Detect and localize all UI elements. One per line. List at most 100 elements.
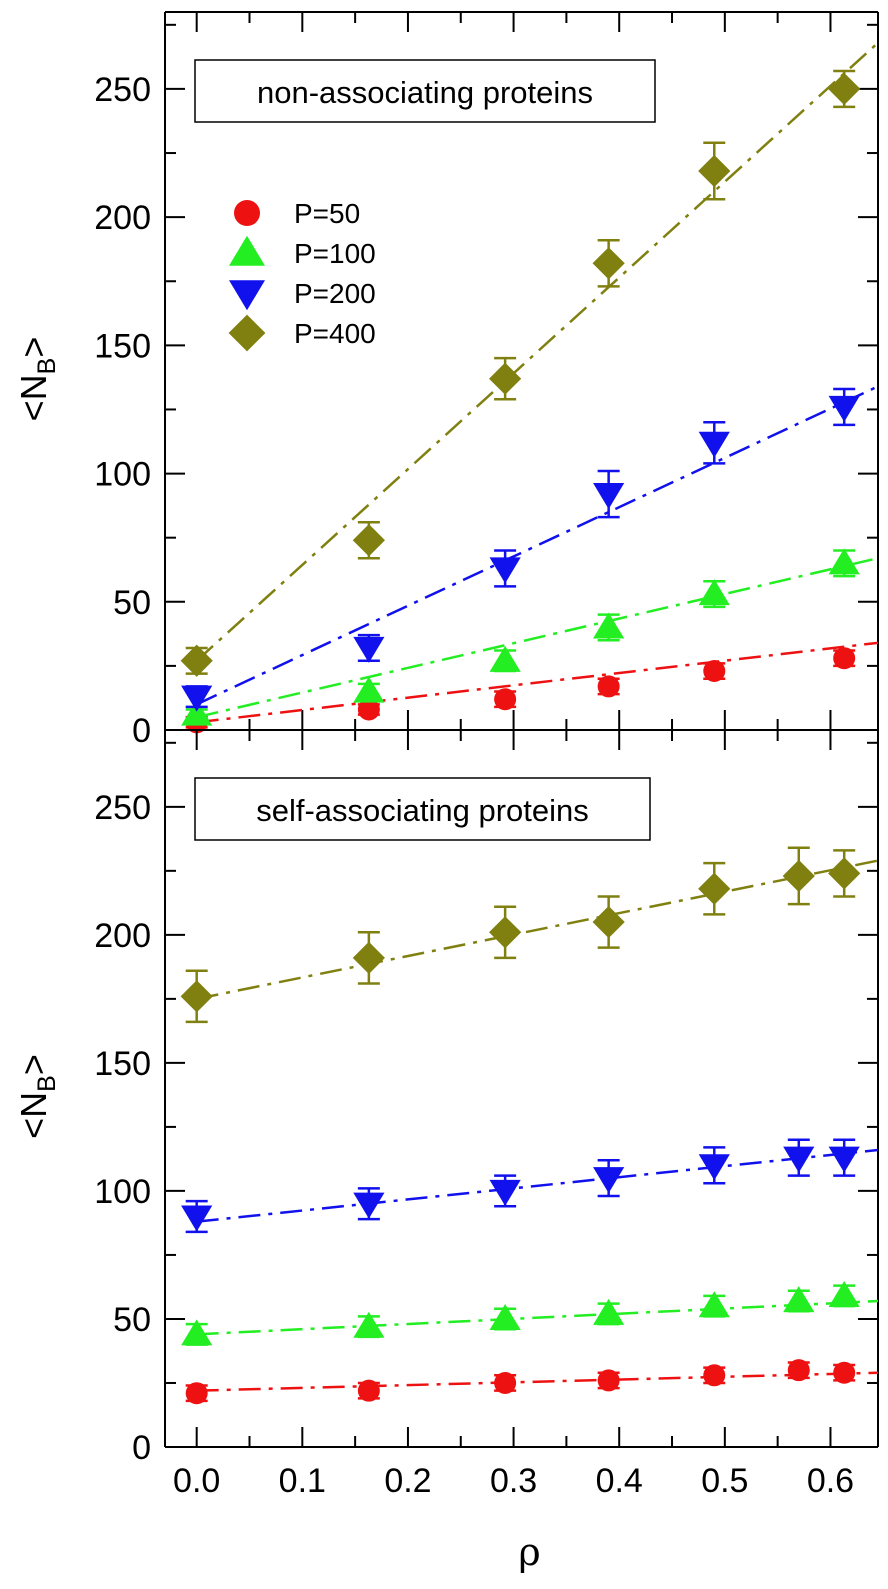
legend: P=50 P=100 P=200 P=400 xyxy=(228,198,376,352)
y-axis-title-main: <N xyxy=(13,1092,54,1139)
legend-marker xyxy=(234,200,260,226)
y-tick-label: 250 xyxy=(94,789,151,827)
data-point xyxy=(352,524,385,557)
y-tick-label: 250 xyxy=(94,71,151,109)
data-point xyxy=(181,1319,213,1346)
y-tick-label: 0 xyxy=(132,1429,151,1467)
legend-label: P=400 xyxy=(294,318,376,349)
y-tick-label: 100 xyxy=(94,456,151,494)
data-point xyxy=(489,362,522,395)
series-p-400 xyxy=(180,846,878,1024)
data-point xyxy=(357,698,380,721)
series-p-100 xyxy=(181,548,878,726)
data-point xyxy=(353,1192,385,1219)
y-axis-title-end: > xyxy=(13,337,54,358)
data-point xyxy=(357,1379,380,1402)
data-point xyxy=(828,395,860,422)
data-point xyxy=(698,579,730,606)
y-axis-title-end: > xyxy=(13,1054,54,1075)
legend-marker xyxy=(229,280,265,311)
data-point xyxy=(782,859,815,893)
data-point xyxy=(185,1382,208,1405)
data-point xyxy=(698,431,730,458)
y-tick-label: 50 xyxy=(113,584,151,622)
y-tick-label: 100 xyxy=(94,1173,151,1211)
data-point xyxy=(828,857,861,890)
data-point xyxy=(597,675,620,698)
series-p-200 xyxy=(181,1138,878,1234)
data-point xyxy=(593,612,625,639)
y-axis-title-sub: B xyxy=(33,1075,61,1092)
series-p-400 xyxy=(180,41,878,677)
y-tick-label: 150 xyxy=(94,1045,151,1083)
x-tick-label: 0.4 xyxy=(596,1462,643,1500)
data-point xyxy=(698,872,731,905)
legend-label: P=50 xyxy=(294,198,360,229)
data-point xyxy=(698,1291,730,1318)
y-tick-label: 200 xyxy=(94,199,151,237)
data-point xyxy=(597,1369,620,1392)
data-point xyxy=(698,154,731,188)
data-point xyxy=(489,645,521,672)
legend-label: P=200 xyxy=(294,278,376,309)
fit-line xyxy=(195,41,878,662)
data-point xyxy=(828,1280,860,1307)
panel-title-box xyxy=(194,59,656,123)
x-tick-label: 0.5 xyxy=(701,1462,748,1500)
data-point xyxy=(489,557,521,584)
data-point xyxy=(489,1179,521,1206)
data-point xyxy=(353,636,385,663)
data-point xyxy=(352,941,385,975)
fit-line xyxy=(196,1148,878,1223)
x-tick-label: 0.3 xyxy=(490,1462,537,1500)
data-point xyxy=(180,644,213,677)
data-point xyxy=(489,1304,521,1331)
data-point xyxy=(353,676,385,703)
y-axis-title-sub: B xyxy=(33,358,61,375)
series-p-50 xyxy=(185,1359,878,1405)
data-point xyxy=(489,916,522,949)
data-point xyxy=(181,685,213,712)
data-point xyxy=(593,483,625,510)
legend-label: P=100 xyxy=(294,238,376,269)
fit-line xyxy=(196,1299,878,1336)
fit-line xyxy=(196,556,878,719)
data-point xyxy=(828,72,861,106)
data-point xyxy=(180,980,213,1013)
series-p-100 xyxy=(181,1280,878,1346)
x-tick-label: 0.6 xyxy=(807,1462,854,1500)
y-tick-label: 150 xyxy=(94,327,151,365)
legend-marker xyxy=(228,314,266,352)
data-point xyxy=(593,1298,625,1325)
panel-1: 0 50 100 150 200 250 <NB> non-associating prote… xyxy=(13,11,879,750)
y-tick-label: 0 xyxy=(132,712,151,750)
data-point xyxy=(828,1146,860,1173)
y-tick-label: 200 xyxy=(94,917,151,955)
data-point xyxy=(592,905,625,939)
data-point xyxy=(783,1146,815,1173)
x-axis-title: ρ xyxy=(518,1530,540,1574)
panel-title: self-associating proteins xyxy=(256,793,589,828)
panel-title: non-associating proteins xyxy=(257,75,593,110)
data-point xyxy=(181,1205,213,1232)
y-axis-title: <NB> xyxy=(13,1054,61,1139)
data-point xyxy=(592,247,625,280)
y-axis-title-main: <N xyxy=(13,374,54,421)
legend-marker xyxy=(229,235,265,266)
data-point xyxy=(494,1371,517,1394)
data-point xyxy=(494,688,517,711)
panel-title-box xyxy=(194,777,651,841)
data-point xyxy=(828,548,860,575)
data-point xyxy=(833,647,856,670)
x-tick-label: 0.0 xyxy=(173,1462,220,1500)
y-axis-title: <NB> xyxy=(13,337,61,422)
data-point xyxy=(833,1361,856,1384)
fit-line xyxy=(196,859,878,1001)
x-tick-label: 0.1 xyxy=(279,1462,326,1500)
data-point xyxy=(698,1154,730,1181)
x-tick-label: 0.2 xyxy=(384,1462,431,1500)
data-point xyxy=(353,1311,385,1338)
fit-line xyxy=(196,1371,878,1392)
data-point xyxy=(181,699,213,726)
